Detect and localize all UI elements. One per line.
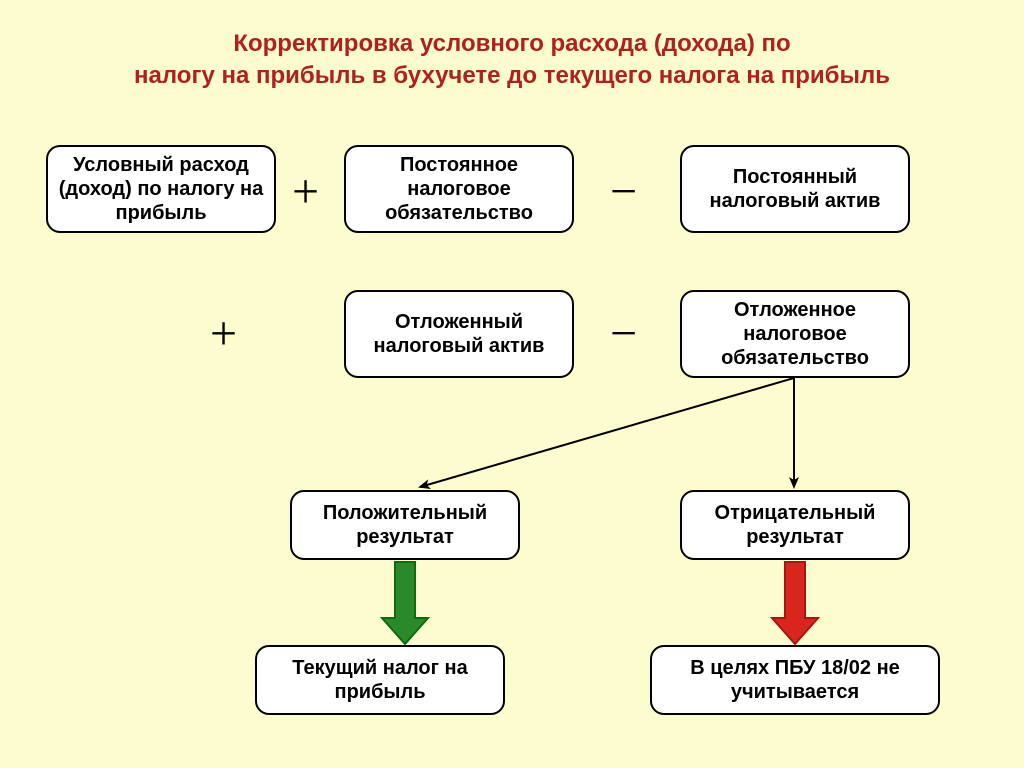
box-label: Постоянный налоговый актив xyxy=(690,165,900,213)
plus-icon: + xyxy=(292,168,319,216)
box-label: Текущий налог на прибыль xyxy=(265,656,495,704)
box-label: Положительный результат xyxy=(300,501,510,549)
box-label: Отложенное налоговое обязательство xyxy=(690,298,900,370)
box-label: В целях ПБУ 18/02 не учитывается xyxy=(660,656,930,704)
box-label: Постоянное налоговое обязательство xyxy=(354,153,564,225)
box-label: Условный расход (доход) по налогу на при… xyxy=(56,153,266,225)
box-deferred-tax-asset: Отложенный налоговый актив xyxy=(344,290,574,378)
diagram-title: Корректировка условного расхода (дохода)… xyxy=(0,28,1024,93)
op-symbol: + xyxy=(292,165,319,218)
minus-icon: − xyxy=(610,168,637,216)
arrow-to-positive xyxy=(420,378,794,487)
minus-icon: − xyxy=(610,310,637,358)
box-negative-result: Отрицательный результат xyxy=(680,490,910,560)
box-conditional-expense: Условный расход (доход) по налогу на при… xyxy=(46,145,276,233)
box-positive-result: Положительный результат xyxy=(290,490,520,560)
block-arrow-green xyxy=(382,562,428,644)
box-not-accounted: В целях ПБУ 18/02 не учитывается xyxy=(650,645,940,715)
block-arrow-red xyxy=(772,562,818,644)
title-line-2: налогу на прибыль в бухучете до текущего… xyxy=(134,62,890,89)
op-symbol: + xyxy=(210,307,237,360)
box-label: Отрицательный результат xyxy=(690,501,900,549)
op-symbol: − xyxy=(610,165,637,218)
box-label: Отложенный налоговый актив xyxy=(354,310,564,358)
diagram-canvas: Корректировка условного расхода (дохода)… xyxy=(0,0,1024,768)
title-line-1: Корректировка условного расхода (дохода)… xyxy=(233,30,790,57)
box-permanent-tax-liability: Постоянное налоговое обязательство xyxy=(344,145,574,233)
op-symbol: − xyxy=(610,307,637,360)
box-deferred-tax-liability: Отложенное налоговое обязательство xyxy=(680,290,910,378)
plus-icon: + xyxy=(210,310,237,358)
box-current-tax: Текущий налог на прибыль xyxy=(255,645,505,715)
box-permanent-tax-asset: Постоянный налоговый актив xyxy=(680,145,910,233)
